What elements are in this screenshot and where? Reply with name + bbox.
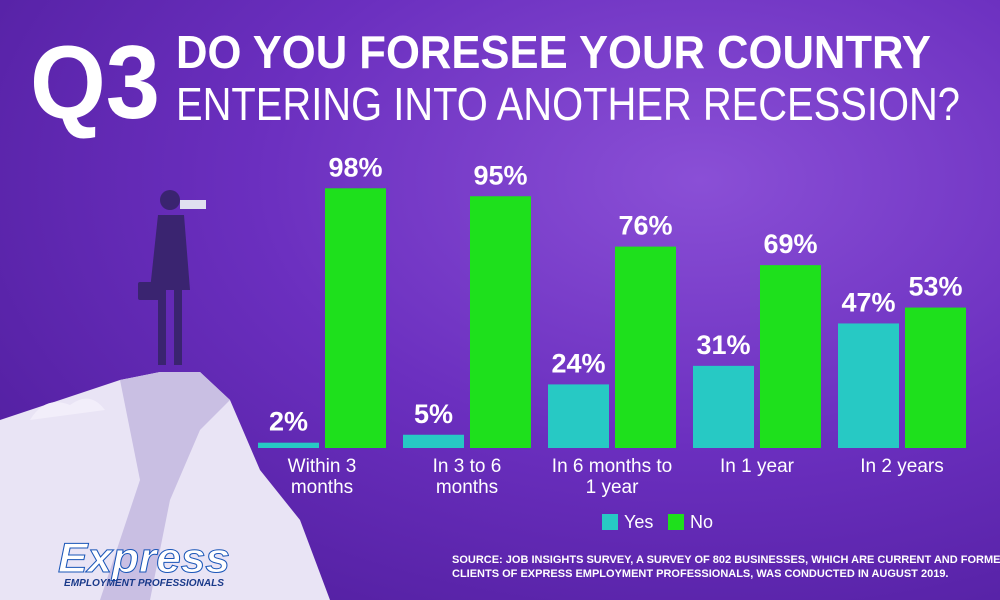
title-line: ENTERING INTO ANOTHER RECESSION? (176, 78, 960, 130)
x-tick-label: In 1 year (720, 456, 794, 477)
bar (838, 323, 899, 448)
title-line: DO YOU FORESEE YOUR COUNTRY (176, 26, 931, 78)
source-line: SOURCE: JOB INSIGHTS SURVEY, A SURVEY OF… (452, 554, 1000, 566)
bar (470, 196, 531, 448)
bar (325, 188, 386, 449)
question-number: Q3 (30, 25, 160, 141)
value-label: 98% (328, 152, 382, 182)
value-label: 69% (763, 229, 817, 259)
legend-label: Yes (624, 512, 654, 532)
value-label: 47% (841, 287, 895, 317)
value-label: 31% (696, 330, 750, 360)
bar (905, 307, 966, 448)
value-label: 53% (908, 272, 962, 302)
figure (138, 190, 206, 365)
x-tick-label: Within 3 months (287, 456, 357, 498)
bar (615, 246, 676, 448)
value-label: 76% (618, 211, 672, 241)
bar (258, 442, 319, 448)
legend-swatch (602, 514, 618, 530)
bar (403, 434, 464, 448)
x-tick-label: In 2 years (860, 456, 944, 477)
bar (760, 265, 821, 448)
value-label: 95% (473, 160, 527, 190)
x-tick-label: In 6 months to 1 year (551, 456, 673, 498)
logo-name: Express (58, 534, 230, 581)
legend-label: No (690, 512, 714, 532)
value-label: 5% (414, 399, 453, 429)
logo-tagline: EMPLOYMENT PROFESSIONALS (64, 578, 224, 589)
bar (548, 384, 609, 448)
value-label: 24% (551, 348, 605, 378)
value-label: 2% (269, 407, 308, 437)
cloud (30, 398, 105, 420)
legend-swatch (668, 514, 684, 530)
x-tick-label: In 3 to 6 months (432, 456, 502, 498)
mountain-shade (100, 372, 230, 600)
bar (693, 365, 754, 448)
source-line: CLIENTS OF EXPRESS EMPLOYMENT PROFESSION… (452, 568, 949, 580)
